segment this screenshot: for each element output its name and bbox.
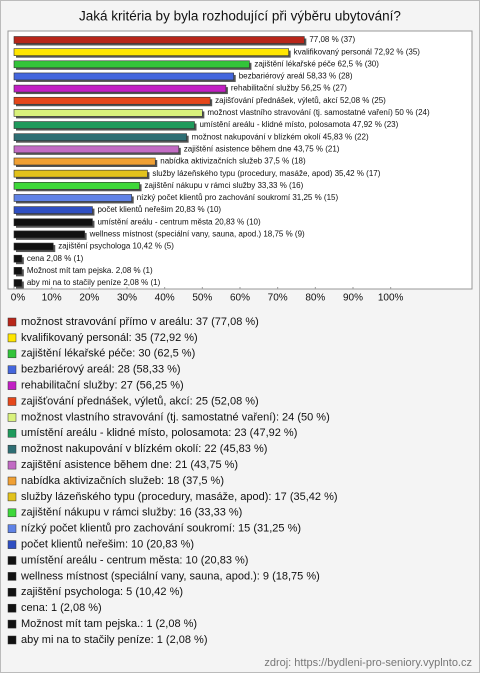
value-label: aby mi na to stačily peníze 2,08 % (1)	[27, 278, 161, 287]
legend-swatch	[7, 381, 17, 390]
value-label: bezbariérový areál 58,33 % (28)	[239, 72, 353, 81]
bar	[13, 72, 235, 81]
bar	[13, 145, 180, 154]
x-tick-label: 80%	[305, 293, 325, 304]
legend-label: wellness místnost (speciální vany, sauna…	[20, 570, 320, 582]
value-label: umístění areálu - centrum města 20,83 % …	[97, 217, 261, 226]
bar	[13, 36, 305, 44]
legend-label: Možnost mít tam pejska.: 1 (2,08 %)	[21, 618, 197, 630]
bar	[13, 254, 23, 263]
value-label: zajištění nákupu v rámci služby 33,33 % …	[145, 181, 304, 190]
legend-swatch	[7, 619, 17, 629]
bar	[13, 242, 54, 251]
value-label: nabídka aktivizačních služeb 37,5 % (18)	[160, 157, 306, 166]
bar	[13, 48, 289, 56]
legend-label: zajištění nákupu v rámci služby: 16 (33,…	[21, 507, 242, 519]
legend-label: bezbariérový areál: 28 (58,33 %)	[21, 364, 181, 376]
bar	[13, 109, 203, 117]
legend-swatch	[7, 556, 17, 565]
bar	[13, 279, 23, 287]
legend-swatch	[7, 635, 17, 645]
legend-label: rehabilitační služby: 27 (56,25 %)	[21, 380, 184, 392]
legend-label: počet klientů neřešim: 10 (20,83 %)	[21, 539, 194, 551]
value-label: wellness místnost (speciální vany, sauna…	[89, 230, 305, 239]
x-tick-label: 40%	[155, 293, 175, 304]
x-tick-label: 10%	[42, 293, 62, 304]
bar	[13, 96, 211, 105]
legend-swatch	[7, 572, 17, 581]
legend-label: nízký počet klientů pro zachování soukro…	[21, 523, 301, 535]
legend-swatch	[7, 365, 17, 374]
x-tick-label: 0%	[11, 293, 26, 304]
value-label: rehabilitační služby 56,25 % (27)	[231, 84, 347, 93]
value-label: zajištění psychologa 10,42 % (5)	[58, 242, 174, 251]
legend-swatch	[7, 588, 17, 597]
bar	[13, 133, 187, 141]
bar	[13, 60, 250, 69]
legend-label: možnost stravování přímo v areálu: 37 (7…	[21, 316, 259, 328]
value-label: možnost nakupování v blízkém okolí 45,83…	[192, 132, 369, 141]
chart-title: Jaká kritéria by byla rozhodující při vý…	[79, 9, 401, 24]
legend-label: možnost vlastního stravování (tj. samost…	[21, 411, 330, 423]
legend-swatch	[7, 317, 17, 327]
bar	[13, 206, 93, 214]
value-label: počet klientů neřešim 20,83 % (10)	[97, 205, 221, 214]
value-label: zajišťování přednášek, výletů, akcí 52,0…	[215, 96, 386, 105]
legend-swatch	[7, 603, 17, 613]
legend-swatch	[7, 429, 17, 438]
value-label: zajištění asistence během dne 43,75 % (2…	[184, 144, 340, 153]
legend-swatch	[7, 397, 17, 406]
legend-swatch	[7, 524, 17, 533]
value-label: služby lázeňského typu (procedury, masáž…	[152, 169, 380, 178]
legend-swatch	[7, 460, 17, 470]
legend-swatch	[7, 476, 17, 486]
bar	[13, 182, 140, 190]
legend-label: umístění areálu - centrum města: 10 (20,…	[21, 554, 248, 566]
legend-label: služby lázeňského typu (procedury, masáž…	[21, 491, 338, 503]
value-label: 77,08 % (37)	[309, 35, 355, 44]
legend-label: cena: 1 (2,08 %)	[21, 602, 102, 614]
value-label: umístění areálu - klidné místo, polosamo…	[199, 120, 398, 129]
legend-swatch	[7, 333, 17, 343]
x-tick-label: 60%	[230, 293, 250, 304]
value-label: cena 2,08 % (1)	[27, 254, 84, 263]
value-label: kvalifikovaný personál 72,92 % (35)	[294, 47, 421, 56]
value-label: možnost vlastního stravování (tj. samost…	[207, 108, 430, 117]
bar	[13, 84, 227, 93]
bar	[13, 218, 93, 227]
value-label: nízký počet klientů pro zachování soukro…	[137, 193, 339, 202]
bar	[13, 157, 156, 166]
value-label: Možnost mít tam pejska. 2,08 % (1)	[27, 266, 153, 275]
legend-label: aby mi na to stačily peníze: 1 (2,08 %)	[21, 634, 207, 646]
x-tick-label: 70%	[268, 293, 288, 304]
legend-label: zajištění asistence během dne: 21 (43,75…	[21, 459, 238, 471]
legend-swatch	[7, 508, 17, 518]
legend-label: zajištění lékařské péče: 30 (62,5 %)	[21, 348, 195, 360]
legend-label: zajištění psychologa: 5 (10,42 %)	[21, 586, 183, 598]
bar	[13, 230, 85, 239]
bar	[13, 267, 23, 275]
legend-label: umístění areálu - klidné místo, polosamo…	[21, 427, 297, 439]
value-label: zajištění lékařské péče 62,5 % (30)	[254, 59, 379, 68]
legend-label: kvalifikovaný personál: 35 (72,92 %)	[21, 332, 198, 344]
x-tick-label: 100%	[378, 293, 404, 304]
x-tick-label: 50%	[192, 293, 212, 304]
legend-swatch	[7, 413, 17, 422]
legend-swatch	[7, 492, 17, 502]
x-tick-label: 30%	[117, 293, 137, 304]
legend-label: zajišťování přednášek, výletů, akcí: 25 …	[21, 395, 259, 407]
legend-label: možnost nakupování v blízkém okolí: 22 (…	[21, 443, 267, 455]
bar	[13, 194, 133, 202]
legend-swatch	[7, 540, 17, 549]
legend-swatch	[7, 349, 17, 359]
x-tick-label: 90%	[343, 293, 363, 304]
bar	[13, 121, 195, 129]
legend-swatch	[7, 444, 17, 454]
source: zdroj: https://bydleni-pro-seniory.vypln…	[264, 657, 472, 669]
legend-label: nabídka aktivizačních služeb: 18 (37,5 %…	[21, 475, 224, 487]
bar	[13, 169, 148, 178]
x-tick-label: 20%	[79, 293, 99, 304]
